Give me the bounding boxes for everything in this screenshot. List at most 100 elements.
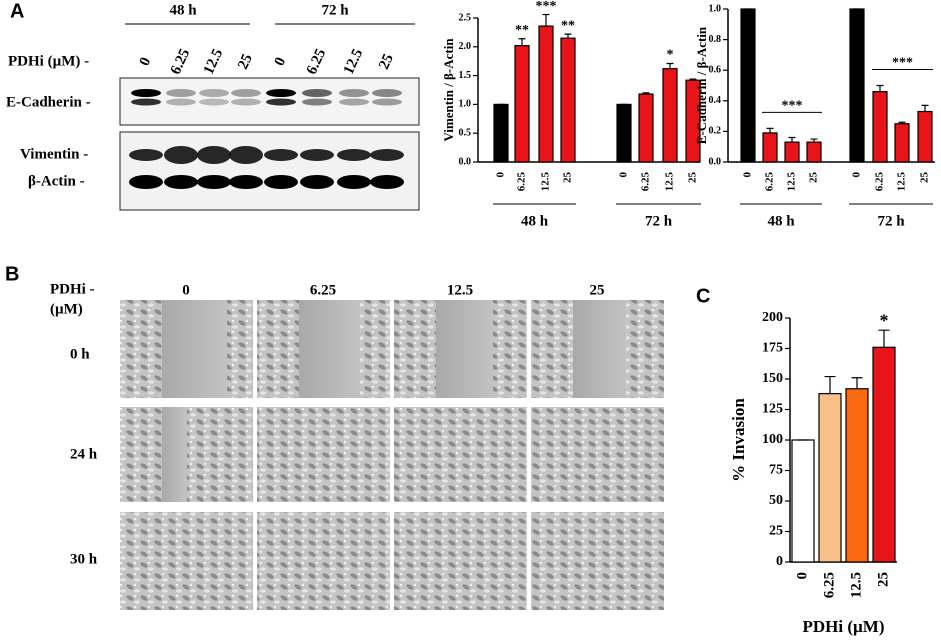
bar: [894, 123, 910, 163]
x-tick-label: 0: [851, 172, 863, 178]
lane-label: 25: [235, 52, 256, 72]
blot-band: [372, 89, 402, 97]
column-label: 25: [590, 282, 605, 298]
y-axis-label: Vimentin / β-Actin: [441, 38, 456, 142]
y-tick-label: 0.8: [709, 34, 722, 45]
error-bar: [878, 329, 890, 348]
y-tick-label: 25: [769, 524, 783, 539]
wound-gap: [436, 300, 493, 398]
y-tick-label: 0.5: [459, 127, 472, 138]
y-tick-label: 0.4: [709, 95, 722, 106]
x-tick-label: 25: [687, 172, 699, 184]
panel-label: C: [696, 285, 710, 307]
y-tick-label: 0.2: [709, 126, 722, 137]
blot-band: [370, 175, 404, 189]
x-tick-label: 6.25: [516, 172, 528, 192]
blot-band: [199, 98, 229, 106]
blot-band: [264, 175, 298, 189]
y-tick-label: 1.5: [459, 70, 472, 81]
y-tick-label: 150: [762, 371, 783, 386]
bar: [638, 93, 654, 163]
micrograph-grid: [120, 300, 664, 610]
micrograph: [257, 512, 390, 610]
blot-bands: [129, 89, 404, 189]
y-tick-label: 1.0: [459, 99, 472, 110]
x-tick-label: 12.5: [896, 172, 908, 192]
group-label: 48 h: [521, 213, 549, 229]
lane-label: 6.25: [304, 46, 330, 77]
blot-band: [339, 89, 369, 97]
micrograph: [394, 407, 527, 502]
significance: ***: [536, 0, 557, 14]
error-bar: [766, 127, 774, 133]
blot-band: [131, 89, 161, 97]
blot-band: [266, 89, 296, 97]
bar: [784, 141, 800, 163]
treatment-label: PDHi -: [50, 281, 95, 297]
blot-band: [266, 98, 296, 106]
x-tick-label: 0: [618, 172, 630, 178]
wound-gap: [162, 300, 227, 398]
y-tick-label: 0.0: [709, 156, 722, 167]
y-tick-label: 175: [762, 341, 783, 356]
panel-label: A: [10, 0, 24, 22]
error-bar: [518, 38, 526, 46]
error-bar: [788, 136, 796, 143]
bar: [493, 103, 509, 163]
error-bar: [642, 92, 650, 95]
lane-label: 12.5: [201, 46, 227, 77]
micrograph: [394, 512, 527, 610]
error-bar: [564, 33, 572, 39]
bar: [872, 346, 896, 563]
blot-band: [166, 98, 196, 106]
x-tick-label: 12.5: [786, 172, 798, 192]
blot-band: [229, 175, 263, 189]
micrograph: [120, 512, 253, 610]
x-tick-label: 25: [808, 172, 820, 184]
treatment-label: PDHi (µM) -: [8, 53, 89, 69]
x-tick-label: 12.5: [540, 172, 552, 192]
y-tick-label: 2.0: [459, 41, 472, 52]
blot-band: [300, 175, 334, 189]
error-bar: [921, 104, 929, 112]
blot-band: [164, 175, 198, 189]
blot-band: [302, 89, 332, 97]
blot-band: [337, 149, 371, 161]
timepoint-label: 48 h: [169, 2, 197, 18]
blot-band: [339, 98, 369, 106]
y-tick-label: 0.0: [459, 156, 472, 167]
bar: [740, 8, 756, 163]
error-bar: [689, 78, 697, 81]
significance: *: [880, 310, 889, 330]
x-tick-label: 12.5: [848, 572, 864, 598]
x-tick-label: 0: [742, 172, 754, 178]
lane-label: 6.25: [168, 46, 194, 77]
bar: [662, 68, 678, 163]
timepoint-label: 72 h: [321, 2, 349, 18]
error-bar: [810, 138, 818, 143]
blot-band: [229, 146, 263, 164]
bar: [845, 388, 869, 563]
bar: [791, 439, 815, 563]
blot-band: [166, 89, 196, 97]
blot-band: [164, 146, 198, 164]
error-bar: [666, 62, 674, 69]
x-tick-label: 25: [875, 572, 891, 587]
blot-band: [300, 149, 334, 161]
bar: [818, 393, 842, 563]
treatment-label: (µM): [50, 301, 83, 317]
significance: **: [515, 23, 529, 38]
row-label: 0 h: [70, 346, 90, 362]
lane-label: 25: [376, 52, 397, 72]
micrograph: [531, 512, 664, 610]
micrograph: [531, 407, 664, 502]
bar: [616, 103, 632, 163]
lane-label: 12.5: [341, 46, 367, 77]
blot-band: [131, 98, 161, 106]
y-tick-label: 50: [769, 493, 783, 508]
significance: ***: [892, 56, 913, 71]
y-tick-label: 0.6: [709, 64, 722, 75]
wound-gap: [573, 300, 626, 398]
blot-box: [119, 131, 420, 211]
blot-band: [370, 149, 404, 161]
